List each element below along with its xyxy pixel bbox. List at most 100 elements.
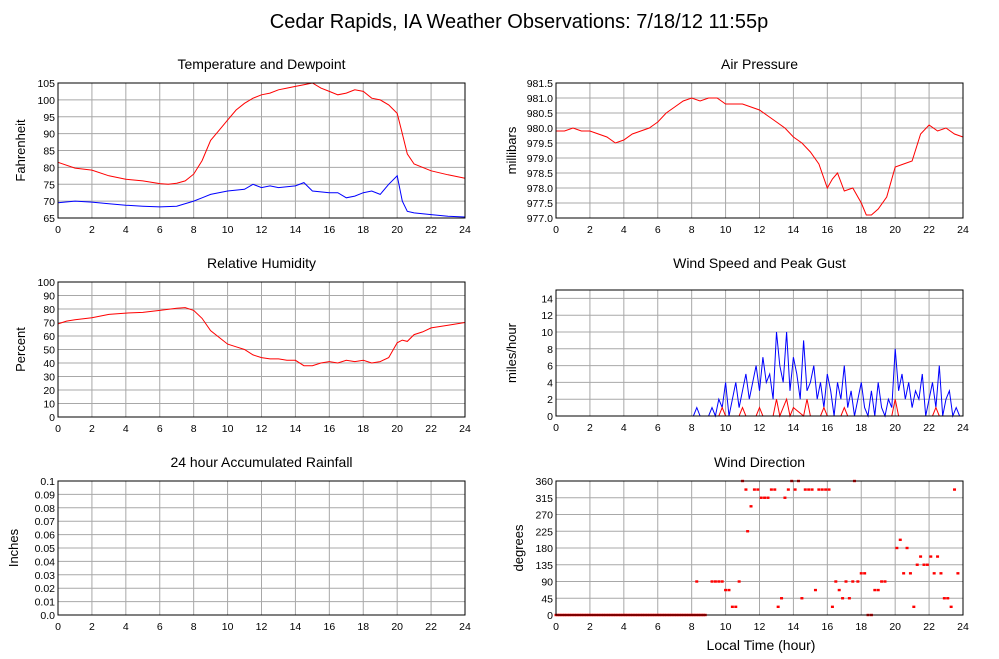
y-tick-label: 0 bbox=[547, 411, 553, 423]
x-tick-label: 22 bbox=[425, 621, 437, 633]
x-tick-label: 20 bbox=[889, 224, 901, 236]
y-tick-label: 85 bbox=[43, 146, 55, 158]
data-point bbox=[756, 488, 760, 491]
data-point bbox=[717, 580, 721, 583]
data-point bbox=[925, 563, 929, 566]
x-tick-label: 22 bbox=[923, 422, 935, 434]
x-tick-label: 24 bbox=[459, 621, 471, 633]
y-tick-label: 60 bbox=[43, 331, 55, 343]
temp-chart: 0 2 4 6 8 10 12 14 16 18 20 22 246570758085909510010… bbox=[13, 56, 471, 236]
x-tick-label: 24 bbox=[957, 621, 969, 633]
wdir-y-axis-label: degrees bbox=[511, 524, 526, 571]
x-tick-label: 12 bbox=[754, 621, 766, 633]
data-point bbox=[773, 488, 777, 491]
temp-y-axis-label: Fahrenheit bbox=[13, 119, 28, 182]
data-point bbox=[759, 496, 763, 499]
y-tick-label: 0.07 bbox=[35, 516, 56, 528]
data-point bbox=[915, 563, 919, 566]
data-point bbox=[763, 496, 767, 499]
x-tick-label: 0 bbox=[553, 422, 559, 434]
data-point bbox=[820, 488, 824, 491]
data-point bbox=[710, 580, 714, 583]
data-point bbox=[807, 488, 811, 491]
plot-frame bbox=[57, 82, 466, 219]
series-line bbox=[57, 174, 466, 218]
y-tick-label: 20 bbox=[43, 385, 55, 397]
y-tick-label: 979.0 bbox=[527, 153, 553, 165]
x-tick-label: 12 bbox=[256, 621, 268, 633]
x-tick-label: 14 bbox=[788, 422, 800, 434]
x-tick-label: 4 bbox=[123, 621, 129, 633]
data-point bbox=[713, 580, 717, 583]
x-tick-label: 6 bbox=[655, 224, 661, 236]
x-tick-label: 4 bbox=[621, 422, 627, 434]
x-tick-label: 20 bbox=[889, 621, 901, 633]
x-tick-label: 14 bbox=[290, 224, 302, 236]
x-tick-label: 20 bbox=[391, 423, 403, 435]
pres-chart: 0 2 4 6 8 10 12 14 16 18 20 22 24977.0977.5978.0978.… bbox=[504, 56, 969, 236]
y-tick-label: 977.5 bbox=[527, 198, 553, 210]
y-tick-label: 8 bbox=[547, 344, 553, 356]
x-tick-label: 18 bbox=[855, 621, 867, 633]
data-point bbox=[786, 488, 790, 491]
data-point bbox=[856, 580, 860, 583]
y-tick-label: 90 bbox=[43, 129, 55, 141]
y-tick-label: 980.5 bbox=[527, 108, 553, 120]
data-point bbox=[737, 580, 741, 583]
wind-y-axis-label: miles/hour bbox=[504, 322, 519, 383]
data-point bbox=[727, 588, 731, 592]
y-tick-label: 0.09 bbox=[35, 489, 56, 501]
y-tick-label: 978.0 bbox=[527, 183, 553, 195]
page-title: Cedar Rapids, IA Weather Observations: 7… bbox=[270, 11, 768, 33]
x-tick-label: 4 bbox=[621, 621, 627, 633]
y-tick-label: 978.5 bbox=[527, 168, 553, 180]
data-point bbox=[783, 496, 787, 499]
y-tick-label: 0 bbox=[49, 412, 55, 424]
data-point bbox=[936, 555, 940, 558]
series-line bbox=[556, 397, 963, 418]
data-point bbox=[730, 605, 734, 609]
data-point bbox=[929, 555, 933, 558]
x-tick-label: 0 bbox=[55, 621, 61, 633]
y-tick-label: 12 bbox=[541, 310, 553, 322]
x-tick-label: 24 bbox=[459, 224, 471, 236]
data-point bbox=[841, 597, 845, 600]
x-tick-label: 24 bbox=[459, 423, 471, 435]
x-tick-label: 4 bbox=[621, 224, 627, 236]
wdir-chart: 0 2 4 6 8 10 12 14 16 18 20 22 240459013518022527031… bbox=[511, 454, 969, 633]
x-tick-label: 8 bbox=[191, 621, 197, 633]
y-tick-label: 10 bbox=[541, 327, 553, 339]
rh-title: Relative Humidity bbox=[207, 255, 316, 271]
x-tick-label: 10 bbox=[222, 423, 234, 435]
x-tick-label: 8 bbox=[689, 224, 695, 236]
x-tick-label: 8 bbox=[191, 423, 197, 435]
x-tick-label: 24 bbox=[957, 224, 969, 236]
data-point bbox=[895, 546, 899, 550]
x-tick-label: 8 bbox=[689, 422, 695, 434]
y-tick-label: 4 bbox=[547, 377, 553, 389]
x-tick-label: 2 bbox=[89, 423, 95, 435]
data-point bbox=[800, 597, 804, 600]
data-point bbox=[956, 572, 960, 575]
pres-y-axis-label: millibars bbox=[504, 126, 519, 174]
data-point bbox=[908, 572, 912, 575]
x-tick-label: 6 bbox=[157, 423, 163, 435]
data-point bbox=[720, 580, 724, 583]
x-tick-label: 20 bbox=[391, 224, 403, 236]
wdir-title: Wind Direction bbox=[714, 454, 805, 470]
data-point bbox=[813, 588, 817, 592]
data-point bbox=[902, 572, 906, 575]
x-tick-label: 22 bbox=[425, 423, 437, 435]
x-tick-label: 16 bbox=[821, 224, 833, 236]
y-tick-label: 95 bbox=[43, 112, 55, 124]
x-tick-label: 2 bbox=[89, 224, 95, 236]
x-tick-label: 8 bbox=[191, 224, 197, 236]
data-point bbox=[905, 546, 909, 550]
y-tick-label: 50 bbox=[43, 345, 55, 357]
y-tick-label: 6 bbox=[547, 361, 553, 373]
wind-title: Wind Speed and Peak Gust bbox=[673, 255, 846, 271]
x-tick-label: 4 bbox=[123, 224, 129, 236]
data-point bbox=[734, 605, 738, 609]
y-tick-label: 100 bbox=[37, 95, 55, 107]
